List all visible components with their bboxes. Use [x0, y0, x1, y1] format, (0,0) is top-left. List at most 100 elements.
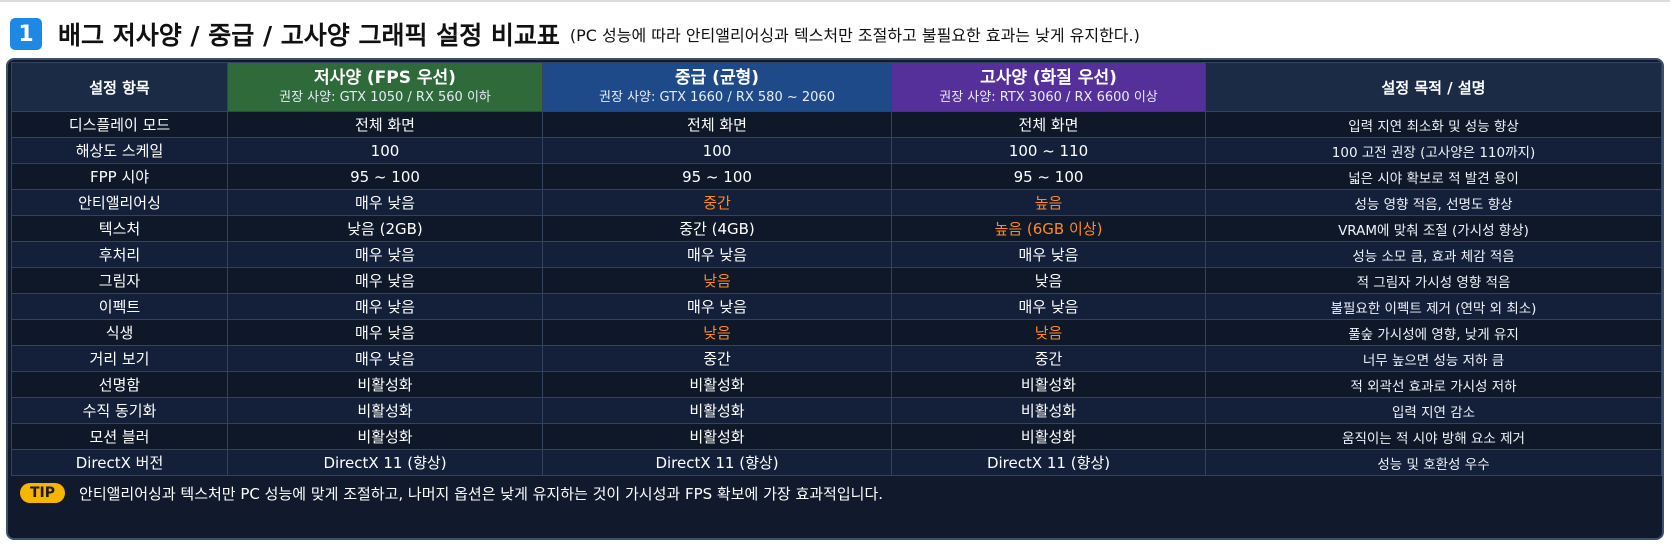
- cell-purpose: 입력 지연 감소: [1205, 397, 1662, 424]
- cell-mid: 중간 (4GB): [542, 215, 892, 242]
- tip-text: 안티앨리어싱과 텍스처만 PC 성능에 맞게 조절하고, 나머지 옵션은 낮게 …: [79, 484, 884, 503]
- table-row: 디스플레이 모드 전체 화면 전체 화면 전체 화면 입력 지연 최소화 및 성…: [11, 111, 1662, 138]
- header: 1 배그 저사양 / 중급 / 고사양 그래픽 설정 비교표 (PC 성능에 따…: [10, 17, 1140, 51]
- col-header-mid: 중급 (균형) 권장 사양: GTX 1660 / RX 580 ~ 2060: [542, 62, 892, 112]
- col-header-low-title: 저사양 (FPS 우선): [314, 68, 456, 88]
- cell-high-highlight: 높음 (6GB 이상): [891, 215, 1206, 242]
- cell-item: 모션 블러: [11, 423, 228, 450]
- top-divider: [0, 0, 1670, 2]
- cell-item: 식생: [11, 319, 228, 346]
- cell-high: 100 ~ 110: [891, 137, 1206, 164]
- cell-high: DirectX 11 (향상): [891, 449, 1206, 476]
- cell-purpose: 100 고전 권장 (고사양은 110까지): [1205, 137, 1662, 164]
- cell-mid: 95 ~ 100: [542, 163, 892, 190]
- cell-mid: 비활성화: [542, 397, 892, 424]
- cell-purpose: VRAM에 맞춰 조절 (가시성 향상): [1205, 215, 1662, 242]
- cell-item: DirectX 버전: [11, 449, 228, 476]
- cell-high-highlight: 높음: [891, 189, 1206, 216]
- cell-mid: 100: [542, 137, 892, 164]
- table-row: 해상도 스케일 100 100 100 ~ 110 100 고전 권장 (고사양…: [11, 137, 1662, 164]
- col-header-high: 고사양 (화질 우선) 권장 사양: RTX 3060 / RX 6600 이상: [891, 62, 1206, 112]
- cell-purpose: 움직이는 적 시야 방해 요소 제거: [1205, 423, 1662, 450]
- cell-mid: 전체 화면: [542, 111, 892, 138]
- table-row: 안티앨리어싱 매우 낮음 중간 높음 성능 영향 적음, 선명도 향상: [11, 189, 1662, 216]
- col-header-mid-title: 중급 (균형): [674, 68, 760, 88]
- cell-purpose: 풀숲 가시성에 영향, 낮게 유지: [1205, 319, 1662, 346]
- cell-low: 매우 낮음: [227, 189, 543, 216]
- cell-low: 전체 화면: [227, 111, 543, 138]
- col-header-purpose: 설정 목적 / 설명: [1205, 62, 1662, 112]
- cell-high: 매우 낮음: [891, 293, 1206, 320]
- col-header-mid-spec: 권장 사양: GTX 1660 / RX 580 ~ 2060: [599, 90, 835, 105]
- cell-low: 비활성화: [227, 397, 543, 424]
- cell-mid-highlight: 중간: [542, 189, 892, 216]
- cell-low: 비활성화: [227, 371, 543, 398]
- cell-high: 매우 낮음: [891, 241, 1206, 268]
- table-row: 후처리 매우 낮음 매우 낮음 매우 낮음 성능 소모 큼, 효과 체감 적음: [11, 241, 1662, 268]
- table-header-row: 설정 항목 저사양 (FPS 우선) 권장 사양: GTX 1050 / RX …: [11, 62, 1662, 112]
- col-header-low: 저사양 (FPS 우선) 권장 사양: GTX 1050 / RX 560 이하: [227, 62, 543, 112]
- cell-high-highlight: 낮음: [891, 319, 1206, 346]
- cell-item: 거리 보기: [11, 345, 228, 372]
- cell-low: 95 ~ 100: [227, 163, 543, 190]
- table-row: 수직 동기화 비활성화 비활성화 비활성화 입력 지연 감소: [11, 397, 1662, 424]
- cell-high: 낮음: [891, 267, 1206, 294]
- table-row: 이펙트 매우 낮음 매우 낮음 매우 낮음 불필요한 이펙트 제거 (연막 외 …: [11, 293, 1662, 320]
- cell-mid-highlight: 낮음: [542, 267, 892, 294]
- cell-purpose: 넓은 시야 확보로 적 발견 용이: [1205, 163, 1662, 190]
- cell-low: 낮음 (2GB): [227, 215, 543, 242]
- cell-purpose: 적 외곽선 효과로 가시성 저하: [1205, 371, 1662, 398]
- cell-high: 중간: [891, 345, 1206, 372]
- section-number-badge: 1: [10, 18, 42, 50]
- cell-low: DirectX 11 (향상): [227, 449, 543, 476]
- page-subtitle: (PC 성능에 따라 안티앨리어싱과 텍스처만 조절하고 불필요한 효과는 낮게…: [569, 26, 1140, 45]
- cell-item: 텍스처: [11, 215, 228, 242]
- cell-mid: 매우 낮음: [542, 293, 892, 320]
- cell-mid: 매우 낮음: [542, 241, 892, 268]
- table-row: 선명함 비활성화 비활성화 비활성화 적 외곽선 효과로 가시성 저하: [11, 371, 1662, 398]
- table-row: 식생 매우 낮음 낮음 낮음 풀숲 가시성에 영향, 낮게 유지: [11, 319, 1662, 346]
- cell-low: 매우 낮음: [227, 293, 543, 320]
- comparison-panel: 설정 항목 저사양 (FPS 우선) 권장 사양: GTX 1050 / RX …: [6, 58, 1664, 540]
- cell-low: 100: [227, 137, 543, 164]
- cell-low: 매우 낮음: [227, 241, 543, 268]
- col-header-high-spec: 권장 사양: RTX 3060 / RX 6600 이상: [939, 90, 1158, 105]
- cell-purpose: 성능 영향 적음, 선명도 향상: [1205, 189, 1662, 216]
- cell-item: 디스플레이 모드: [11, 111, 228, 138]
- cell-mid: DirectX 11 (향상): [542, 449, 892, 476]
- table-row: 모션 블러 비활성화 비활성화 비활성화 움직이는 적 시야 방해 요소 제거: [11, 423, 1662, 450]
- cell-low: 매우 낮음: [227, 319, 543, 346]
- cell-item: 그림자: [11, 267, 228, 294]
- cell-purpose: 불필요한 이펙트 제거 (연막 외 최소): [1205, 293, 1662, 320]
- cell-mid: 비활성화: [542, 423, 892, 450]
- col-header-high-title: 고사양 (화질 우선): [980, 68, 1117, 88]
- settings-table: 설정 항목 저사양 (FPS 우선) 권장 사양: GTX 1050 / RX …: [11, 62, 1662, 476]
- table-row: 거리 보기 매우 낮음 중간 중간 너무 높으면 성능 저하 큼: [11, 345, 1662, 372]
- cell-purpose: 입력 지연 최소화 및 성능 향상: [1205, 111, 1662, 138]
- cell-high: 비활성화: [891, 423, 1206, 450]
- cell-item: 안티앨리어싱: [11, 189, 228, 216]
- cell-mid: 중간: [542, 345, 892, 372]
- table-row: 텍스처 낮음 (2GB) 중간 (4GB) 높음 (6GB 이상) VRAM에 …: [11, 215, 1662, 242]
- cell-purpose: 너무 높으면 성능 저하 큼: [1205, 345, 1662, 372]
- cell-high: 95 ~ 100: [891, 163, 1206, 190]
- tip-bar: TIP 안티앨리어싱과 텍스처만 PC 성능에 맞게 조절하고, 나머지 옵션은…: [20, 480, 883, 506]
- cell-item: 해상도 스케일: [11, 137, 228, 164]
- cell-item: 후처리: [11, 241, 228, 268]
- tip-badge: TIP: [20, 483, 66, 503]
- cell-mid-highlight: 낮음: [542, 319, 892, 346]
- cell-low: 매우 낮음: [227, 267, 543, 294]
- cell-low: 매우 낮음: [227, 345, 543, 372]
- col-header-item: 설정 항목: [11, 62, 228, 112]
- cell-purpose: 적 그림자 가시성 영향 적음: [1205, 267, 1662, 294]
- page-title: 배그 저사양 / 중급 / 고사양 그래픽 설정 비교표: [58, 21, 560, 50]
- cell-high: 비활성화: [891, 397, 1206, 424]
- cell-low: 비활성화: [227, 423, 543, 450]
- cell-item: 수직 동기화: [11, 397, 228, 424]
- cell-item: FPP 시야: [11, 163, 228, 190]
- col-header-low-spec: 권장 사양: GTX 1050 / RX 560 이하: [279, 90, 491, 105]
- cell-mid: 비활성화: [542, 371, 892, 398]
- cell-purpose: 성능 소모 큼, 효과 체감 적음: [1205, 241, 1662, 268]
- table-row: FPP 시야 95 ~ 100 95 ~ 100 95 ~ 100 넓은 시야 …: [11, 163, 1662, 190]
- cell-item: 선명함: [11, 371, 228, 398]
